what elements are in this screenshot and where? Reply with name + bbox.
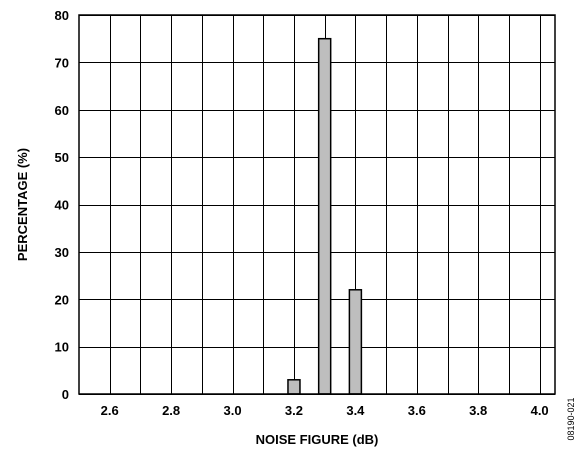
y-tick-label: 30 <box>55 245 69 260</box>
y-tick-label: 20 <box>55 292 69 307</box>
x-tick-labels: 2.6 2.8 3.0 3.2 3.4 3.6 3.8 4.0 <box>101 403 549 418</box>
figure-id: 08190-021 <box>566 397 576 440</box>
y-tick-label: 80 <box>55 8 69 23</box>
x-tick-label: 2.8 <box>162 403 180 418</box>
x-tick-label: 3.8 <box>469 403 487 418</box>
grid <box>79 15 555 395</box>
bar-3-3 <box>317 37 332 395</box>
x-tick-label: 3.4 <box>346 403 365 418</box>
x-tick-label: 3.6 <box>408 403 426 418</box>
bar-3-4 <box>348 289 363 395</box>
y-tick-label: 0 <box>62 387 69 402</box>
y-tick-labels: 0 10 20 30 40 50 60 70 80 <box>55 8 69 402</box>
x-axis-title: NOISE FIGURE (dB) <box>256 432 379 447</box>
plot-frame <box>78 14 556 395</box>
y-tick-label: 40 <box>55 198 69 213</box>
y-tick-label: 10 <box>55 340 69 355</box>
y-tick-label: 50 <box>55 150 69 165</box>
y-axis-title: PERCENTAGE (%) <box>15 148 30 261</box>
x-tick-label: 3.2 <box>285 403 303 418</box>
x-tick-label: 4.0 <box>531 403 549 418</box>
x-tick-label: 3.0 <box>224 403 242 418</box>
bars <box>287 37 363 395</box>
y-tick-label: 60 <box>55 103 69 118</box>
bar-3-2 <box>287 379 301 395</box>
x-tick-label: 2.6 <box>101 403 119 418</box>
y-tick-label: 70 <box>55 55 69 70</box>
